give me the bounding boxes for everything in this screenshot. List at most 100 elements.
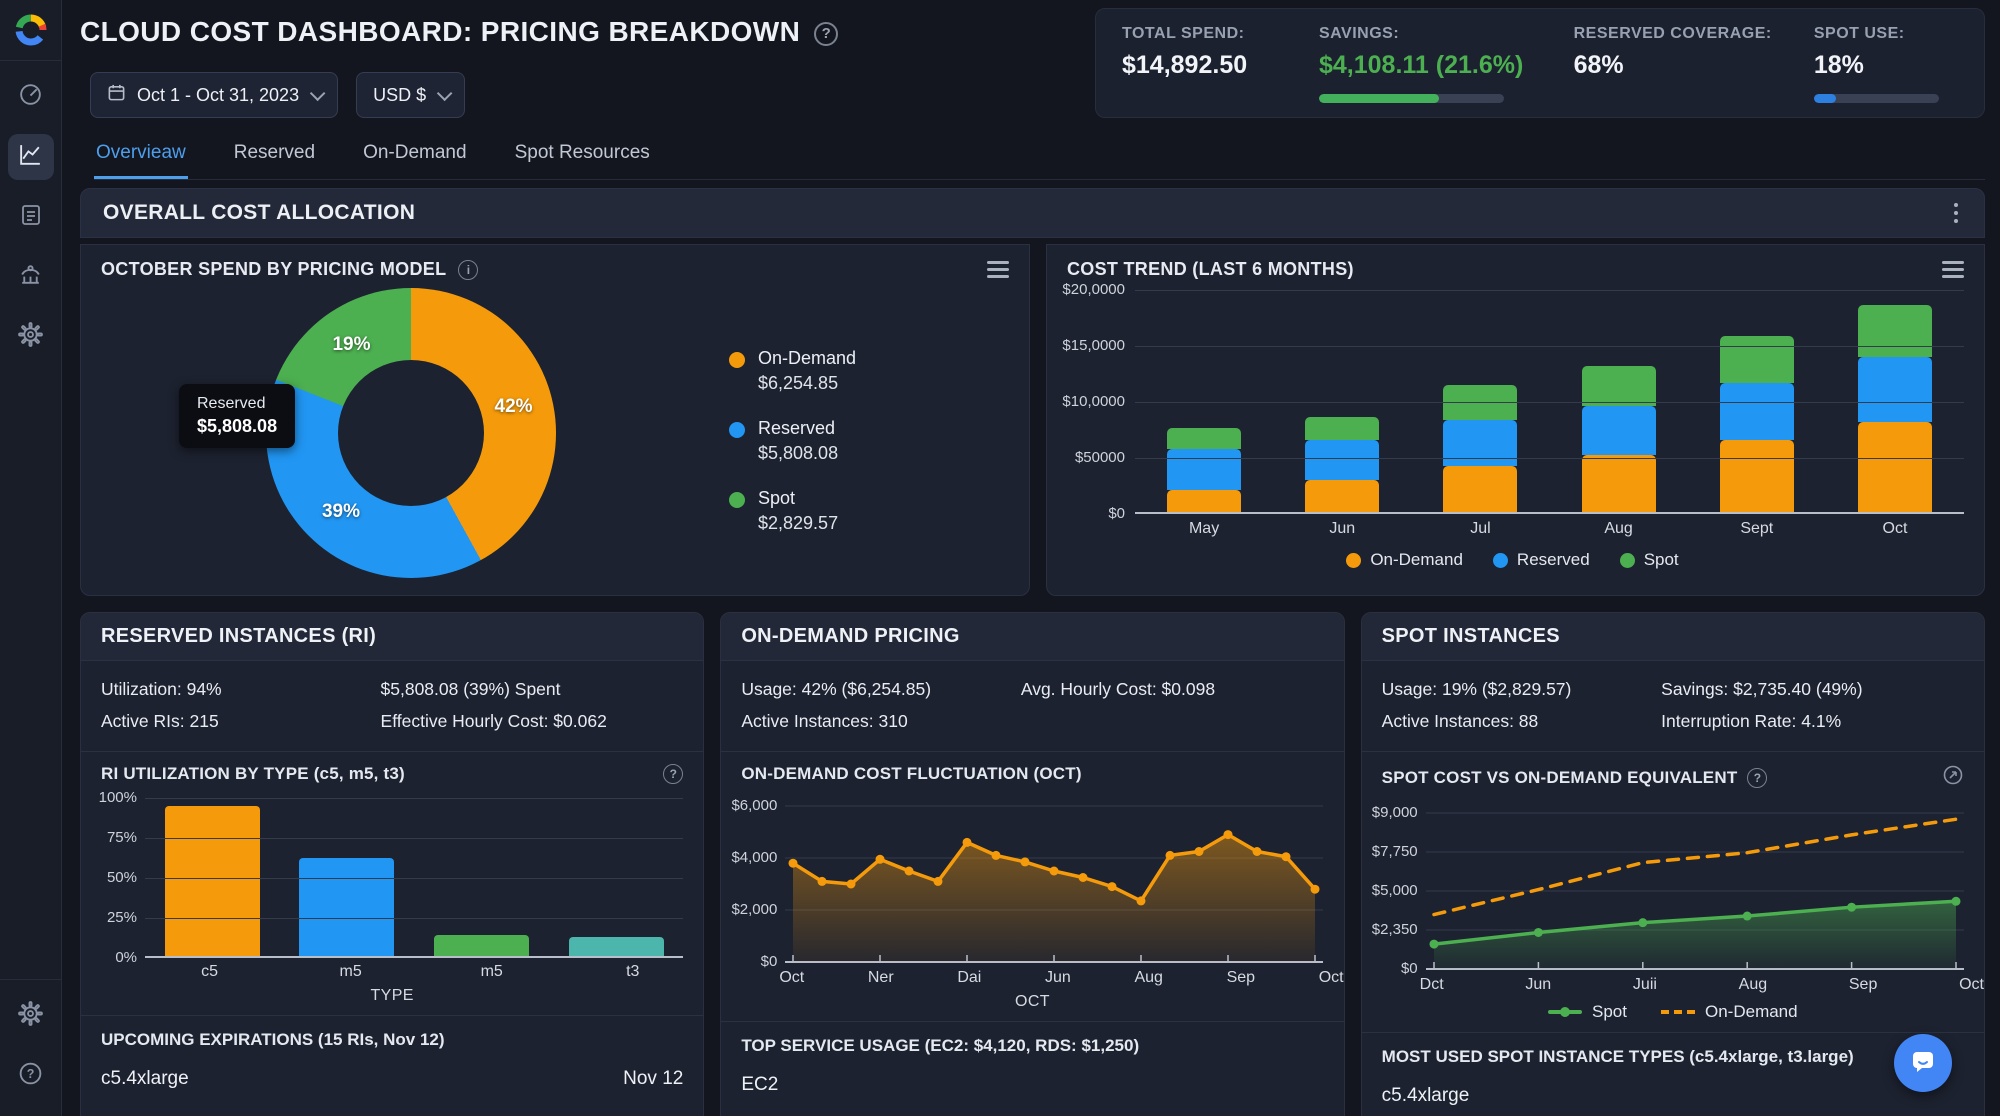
cost-trend-legend: On-Demand Reserved Spot (1061, 550, 1964, 570)
gear-icon (17, 321, 44, 353)
top-service-row[interactable]: EC2 (741, 1074, 1323, 1096)
sidebar-item-reports[interactable] (8, 194, 54, 240)
legend-line-glyph (1548, 1007, 1583, 1017)
kebab-menu-icon[interactable] (1950, 199, 1962, 227)
legend-item: On-Demand (1346, 550, 1463, 570)
stat-line: Active Instances: 310 (741, 711, 908, 731)
sidebar-divider-bottom (0, 979, 61, 980)
bar-group[interactable] (414, 798, 549, 956)
expirations-row[interactable]: c5.4xlarge Nov 12 (101, 1068, 683, 1090)
sidebar-item-dashboard[interactable] (8, 74, 54, 120)
top-service-name: EC2 (741, 1074, 779, 1095)
x-tick-label: c5 (201, 963, 218, 980)
bar-c5 (164, 805, 260, 956)
bar-group[interactable] (1826, 290, 1964, 512)
od-fluct-plot (785, 798, 1324, 966)
x-tick-label: Sept (1740, 520, 1774, 537)
sidebar-item-resources[interactable] (8, 254, 54, 300)
top-service-title: TOP SERVICE USAGE (EC2: $4,120, RDS: $1,… (741, 1036, 1140, 1055)
svg-text:?: ? (27, 1067, 35, 1081)
spot-stats-right: Savings: $2,735.40 (49%) Interruption Rat… (1661, 673, 1964, 737)
bar-group[interactable] (549, 798, 684, 956)
tab-overview[interactable]: Overvieaw (94, 132, 188, 179)
y-tick-label: $0 (760, 953, 778, 970)
donut-card: OCTOBER SPEND BY PRICING MODEL i 42% 39% 1… (80, 244, 1030, 596)
donut-chart[interactable]: 42% 39% 19% (266, 288, 556, 578)
stat-value: 18% (1813, 51, 1864, 79)
x-tick-label: Sep (1848, 976, 1878, 993)
info-circle-icon[interactable]: i (458, 259, 479, 280)
ri-util-plot (145, 798, 684, 958)
sidebar-item-settings-bottom[interactable] (8, 993, 54, 1039)
bar-segment-spot (1305, 416, 1380, 441)
bar-group[interactable] (1550, 290, 1688, 512)
tab-spot-resources[interactable]: Spot Resources (514, 142, 650, 163)
x-tick-label: Sep (1226, 969, 1256, 986)
x-tick-label: m5 (480, 963, 503, 980)
question-circle-icon[interactable]: ? (1747, 767, 1768, 788)
y-tick-label: 100% (98, 789, 137, 806)
y-tick-label: $9,000 (1371, 804, 1418, 821)
currency-select[interactable]: USD $ (356, 72, 466, 118)
x-tick-label: Jun (1525, 976, 1552, 993)
bar-group[interactable] (1273, 290, 1411, 512)
legend-name: Spot (1592, 1002, 1627, 1021)
stat-line: Interruption Rate: 4.1% (1661, 711, 1842, 731)
sidebar-item-help[interactable]: ? (8, 1053, 54, 1099)
date-range-select[interactable]: Oct 1 - Oct 31, 2023 (90, 72, 339, 118)
compass-icon[interactable] (1942, 764, 1964, 791)
bar-group[interactable] (1688, 290, 1826, 512)
stat-label: SAVINGS: (1318, 25, 1400, 42)
charts-row: OCTOBER SPEND BY PRICING MODEL i 42% 39% 1… (80, 244, 1985, 596)
bar-group[interactable] (1135, 290, 1273, 512)
od-fluct-chart-title: ON-DEMAND COST FLUCTUATION (OCT) (741, 764, 1082, 783)
bar-segment-on-demand (1305, 479, 1380, 512)
spot-instances-card: SPOT INSTANCES Usage: 19% ($2,829.57) Act… (1360, 612, 1985, 1116)
x-tick-label: Dct (1419, 976, 1444, 993)
controls-row: Oct 1 - Oct 31, 2023 USD $ (90, 72, 466, 118)
hamburger-menu-icon[interactable] (987, 261, 1009, 278)
chat-fab-button[interactable] (1894, 1034, 1952, 1092)
x-tick-label: m5 (339, 963, 362, 980)
legend-dot (1492, 552, 1508, 568)
stat-line: Active RIs: 215 (101, 711, 219, 731)
bar-group[interactable] (280, 798, 415, 956)
cost-trend-chart: $20,0000 $15,0000 $10,0000 $50000 $0 May Jun J… (1047, 281, 1984, 570)
bar-group[interactable] (1411, 290, 1549, 512)
title-help-icon[interactable]: ? (814, 21, 839, 46)
legend-dot (1619, 552, 1635, 568)
expirations-title: UPCOMING EXPIRATIONS (15 RIs, Nov 12) (101, 1030, 445, 1049)
section-header: OVERALL COST ALLOCATION (80, 188, 1985, 238)
sidebar-item-settings[interactable] (8, 314, 54, 360)
legend-name: On-Demand (758, 348, 857, 368)
legend-value: $2,829.57 (758, 513, 839, 533)
on-demand-stats-left: Usage: 42% ($6,254.85) Active Instances: … (741, 673, 1021, 737)
spot-vs-od-legend: Spot On-Demand (1362, 1002, 1984, 1022)
stat-progress-bar (1318, 94, 1504, 103)
donut-tooltip: Reserved $5,808.08 (179, 384, 296, 448)
x-tick-label: Aug (1134, 969, 1163, 986)
y-tick-label: $4,000 (731, 849, 778, 866)
x-tick-label: Jun (1044, 969, 1071, 986)
line-chart-icon (17, 141, 44, 173)
bar-segment-reserved (1581, 405, 1656, 455)
stat-value: 68% (1573, 51, 1624, 79)
x-tick-label: Jul (1470, 520, 1491, 537)
y-tick-label: $7,750 (1371, 843, 1418, 860)
donut-legend: On-Demand $6,254.85 Reserved $5,808.08 Spot $… (729, 348, 856, 534)
tab-on-demand[interactable]: On-Demand (363, 142, 467, 163)
legend-item: On-Demand $6,254.85 (729, 348, 856, 394)
sidebar-item-analytics[interactable] (7, 134, 54, 180)
tab-reserved[interactable]: Reserved (233, 142, 316, 163)
legend-name: Spot (1643, 550, 1679, 569)
bar-group[interactable] (145, 798, 280, 956)
hamburger-menu-icon[interactable] (1942, 261, 1964, 278)
bar-segment-spot (1167, 428, 1242, 450)
stat-label: RESERVED COVERAGE: (1573, 25, 1772, 42)
stat-line: Active Instances: 88 (1381, 711, 1539, 731)
sidebar-divider (0, 60, 61, 61)
tabs-row: Overvieaw Reserved On-Demand Spot Resources (94, 132, 1985, 180)
question-circle-icon[interactable]: ? (663, 764, 684, 784)
spot-types-row[interactable]: c5.4xlarge (1382, 1085, 1964, 1107)
expiration-instance: c5.4xlarge (101, 1068, 189, 1089)
